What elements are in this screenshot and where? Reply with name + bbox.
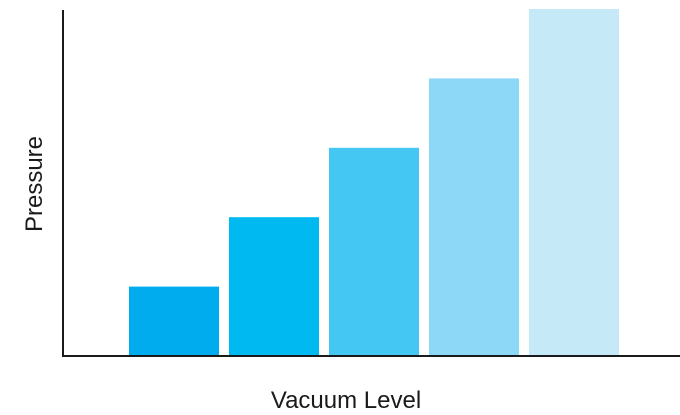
x-axis-title: Vacuum Level (271, 387, 421, 414)
y-axis-title: Pressure (21, 136, 48, 232)
bar-5 (529, 9, 619, 356)
bar-1 (129, 286, 219, 356)
bar-4 (429, 78, 519, 357)
bar-3 (329, 147, 419, 356)
bar-2 (229, 217, 319, 356)
bars-group (129, 9, 619, 357)
